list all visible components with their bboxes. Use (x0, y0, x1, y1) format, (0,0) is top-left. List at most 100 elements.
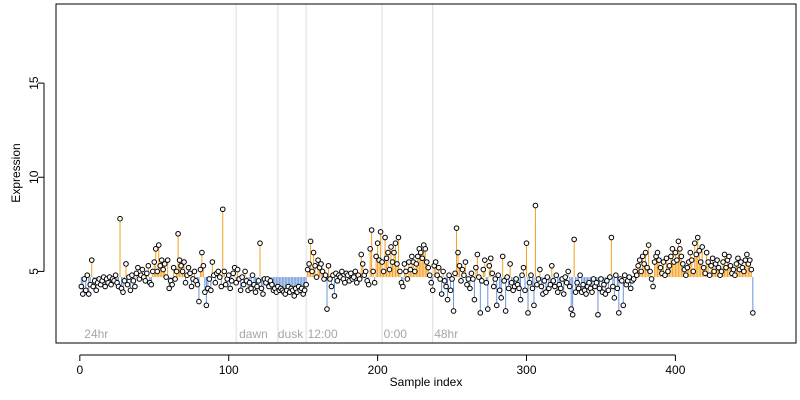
data-point-10 (93, 287, 100, 294)
data-point-327 (565, 268, 571, 275)
data-point-35 (130, 278, 137, 284)
data-point-407 (684, 264, 691, 271)
data-point-410 (688, 257, 695, 263)
data-point-59 (166, 285, 172, 292)
data-point-369 (627, 285, 634, 292)
data-point-355 (607, 274, 613, 280)
data-point-162 (319, 268, 326, 275)
data-point-416 (697, 259, 704, 265)
data-point-360 (614, 285, 621, 292)
data-point-156 (310, 249, 317, 256)
data-point-358 (611, 295, 618, 301)
data-point-184 (352, 268, 359, 275)
data-point-393 (663, 255, 670, 262)
data-point-283 (499, 253, 506, 260)
plot-frame (55, 3, 797, 344)
data-point-16 (102, 283, 108, 290)
data-point-73 (187, 270, 193, 277)
data-point-449 (747, 257, 753, 263)
data-point-212 (394, 261, 400, 267)
data-point-319 (553, 272, 560, 279)
data-point-415 (696, 247, 703, 254)
data-point-72 (185, 264, 192, 271)
data-point-5 (85, 291, 92, 297)
data-point-69 (181, 259, 187, 265)
x-tick-label-1: 100 (219, 363, 239, 377)
data-point-243 (440, 268, 446, 275)
data-point-273 (484, 306, 491, 312)
data-point-196 (370, 268, 376, 275)
data-point-68 (179, 268, 186, 275)
data-point-100 (227, 285, 234, 292)
data-point-261 (467, 285, 473, 292)
data-point-202 (379, 259, 385, 265)
data-point-234 (426, 272, 433, 279)
data-point-170 (331, 293, 338, 299)
data-point-252 (453, 225, 460, 231)
data-point-352 (602, 291, 609, 297)
data-point-99 (225, 272, 232, 279)
data-point-430 (718, 268, 725, 275)
data-point-67 (178, 262, 184, 269)
data-point-306 (534, 281, 540, 288)
data-point-50 (152, 246, 159, 252)
data-point-118 (254, 283, 260, 290)
data-point-151 (303, 281, 309, 288)
data-point-286 (504, 274, 510, 280)
data-point-238 (432, 259, 439, 265)
data-point-451 (750, 310, 756, 316)
data-point-62 (170, 264, 177, 271)
data-point-121 (258, 285, 265, 292)
data-point-108 (239, 274, 245, 280)
data-point-168 (328, 283, 335, 290)
data-point-1 (80, 291, 86, 297)
y-tick-label-2: 15 (27, 76, 41, 90)
data-point-257 (461, 272, 467, 279)
data-point-90 (212, 279, 219, 286)
data-point-373 (633, 272, 640, 279)
data-point-328 (566, 283, 573, 290)
data-point-376 (638, 268, 644, 275)
data-point-318 (551, 283, 558, 290)
data-point-220 (406, 259, 412, 265)
data-point-371 (630, 276, 637, 282)
data-point-347 (595, 311, 601, 318)
data-point-309 (538, 283, 545, 290)
data-point-285 (502, 308, 509, 314)
data-point-52 (155, 242, 162, 248)
data-point-244 (441, 278, 448, 284)
x-tick-label-4: 400 (665, 363, 685, 377)
data-point-303 (529, 285, 536, 292)
data-point-204 (382, 234, 388, 241)
data-point-28 (120, 289, 126, 295)
data-point-92 (215, 268, 222, 275)
data-point-313 (544, 274, 551, 280)
data-point-206 (385, 249, 391, 256)
data-point-329 (568, 306, 574, 312)
data-point-165 (324, 306, 330, 312)
data-point-207 (386, 266, 393, 273)
data-point-236 (429, 287, 436, 294)
data-point-304 (531, 302, 537, 309)
data-point-198 (373, 253, 379, 260)
data-point-181 (348, 270, 354, 277)
data-point-450 (748, 266, 755, 273)
data-point-29 (121, 278, 128, 284)
data-point-107 (237, 287, 244, 294)
data-point-247 (446, 272, 452, 279)
data-point-157 (312, 262, 318, 269)
data-point-226 (415, 253, 421, 260)
data-point-248 (447, 287, 454, 294)
data-point-406 (683, 272, 689, 279)
data-point-270 (480, 266, 487, 273)
data-point-349 (598, 276, 604, 282)
data-point-419 (702, 270, 708, 277)
data-point-33 (127, 287, 134, 294)
data-point-302 (528, 272, 534, 279)
data-point-381 (645, 242, 652, 248)
data-point-191 (362, 268, 369, 275)
data-point-300 (525, 310, 531, 316)
data-point-284 (501, 278, 507, 284)
data-point-251 (452, 270, 458, 277)
data-point-326 (563, 279, 570, 286)
